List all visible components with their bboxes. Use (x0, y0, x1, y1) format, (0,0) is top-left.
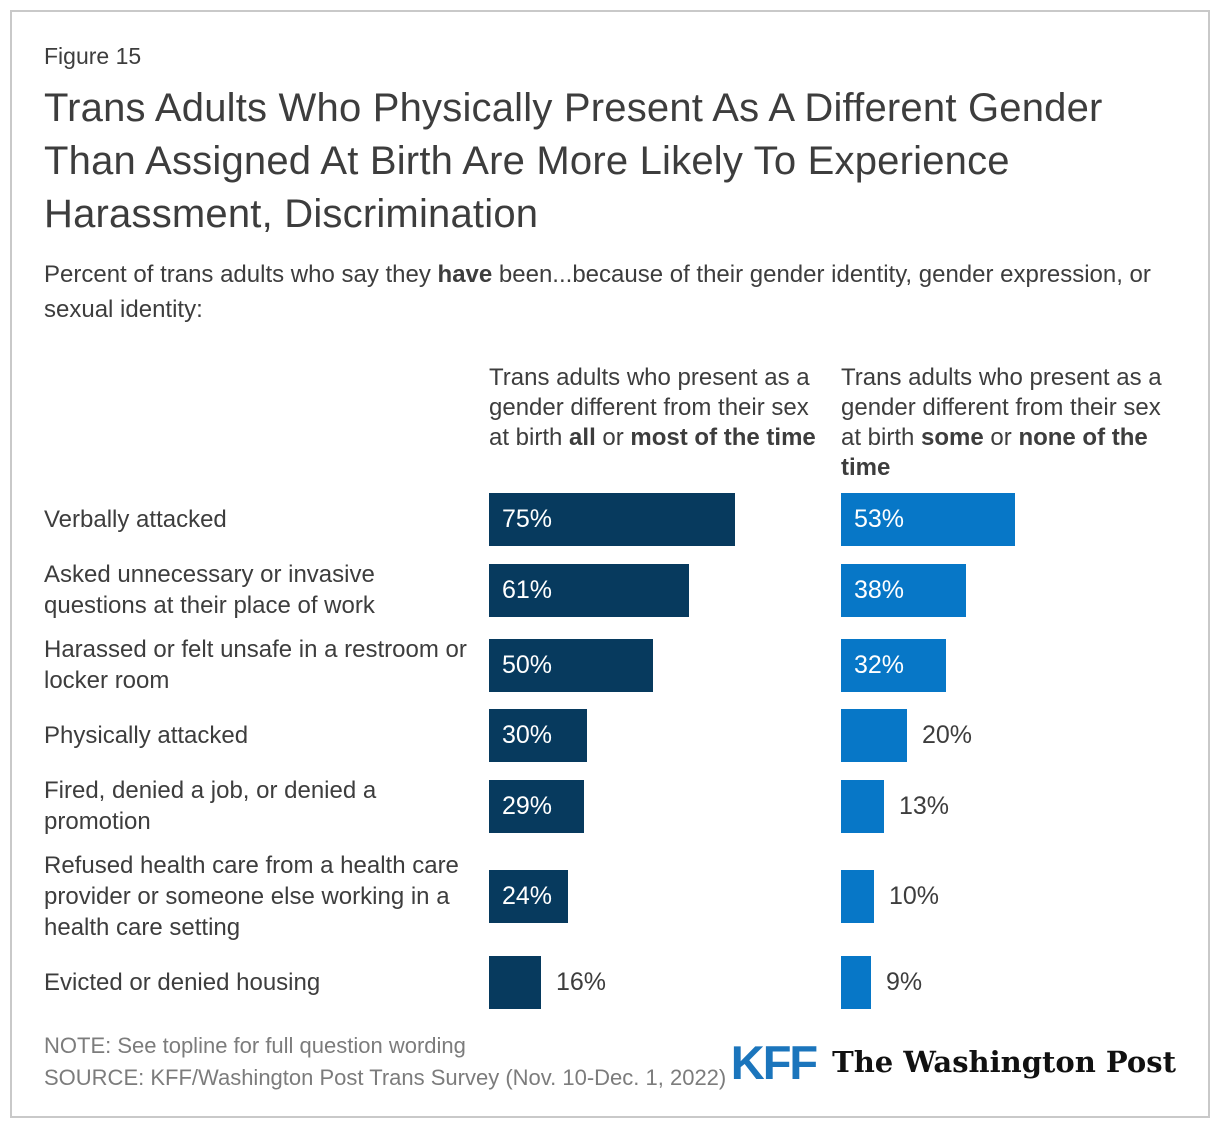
figure-number: Figure 15 (44, 43, 142, 69)
table-row: Evicted or denied housing 16% 9% (44, 956, 1176, 1009)
bar-series2: 53% (841, 493, 1015, 546)
table-row: Refused health care from a health care p… (44, 850, 1176, 943)
value-label: 53% (854, 505, 905, 533)
value-label: 32% (854, 650, 905, 679)
bar-cell-series2: 20% (841, 709, 1193, 762)
bar-cell-series1: 50% (489, 638, 841, 692)
value-label: 30% (502, 721, 553, 749)
value-label: 38% (854, 575, 905, 604)
value-label: 24% (502, 882, 553, 910)
value-label: 29% (502, 791, 553, 820)
table-row: Verbally attacked 75% 53% (44, 493, 1176, 546)
value-label: 16% (556, 968, 607, 996)
value-label: 10% (889, 882, 940, 910)
chart-subtitle: Percent of trans adults who say they hav… (44, 261, 1151, 323)
bar-cell-series1: 16% (489, 956, 841, 1009)
value-label: 13% (899, 791, 950, 820)
category-label: Evicted or denied housing (44, 969, 321, 996)
series2-header: Trans adults who present as a gender dif… (841, 364, 1162, 481)
category-label: Physically attacked (44, 722, 249, 749)
washington-post-logo: The Washington Post (832, 1045, 1176, 1079)
bar-series1: 29% (489, 779, 584, 833)
bar-cell-series2: 53% (841, 493, 1193, 546)
category-label: Refused health care from a health care p… (44, 852, 459, 941)
category-label: Asked unnecessary or invasive questions … (44, 561, 375, 619)
column-headers: Trans adults who present as a gender dif… (44, 363, 1176, 483)
kff-logo: KFF (730, 1035, 818, 1089)
table-row: Asked unnecessary or invasive questions … (44, 559, 1176, 621)
value-label: 75% (502, 505, 553, 533)
source-line: SOURCE: KFF/Washington Post Trans Survey… (44, 1065, 727, 1090)
bar-cell-series1: 29% (489, 779, 841, 833)
bar-series2 (841, 779, 884, 833)
bar-cell-series2: 9% (841, 956, 1193, 1009)
value-label: 61% (502, 575, 553, 604)
bar-series1 (489, 956, 541, 1009)
bar-series1: 30% (489, 709, 587, 762)
footer-logos: KFF The Washington Post (731, 1035, 1176, 1090)
bar-cell-series1: 75% (489, 493, 841, 546)
table-row: Fired, denied a job, or denied a promoti… (44, 775, 1176, 837)
bar-series1: 75% (489, 493, 735, 546)
figure-frame: Figure 15 Trans Adults Who Physically Pr… (10, 10, 1210, 1118)
bar-series2: 32% (841, 638, 946, 692)
series1-header: Trans adults who present as a gender dif… (489, 364, 816, 451)
header-spacer (44, 363, 489, 483)
bar-cell-series2: 13% (841, 779, 1193, 833)
category-label: Harassed or felt unsafe in a restroom or… (44, 636, 467, 694)
bar-chart: Trans adults who present as a gender dif… (44, 363, 1176, 1009)
bar-series2 (841, 956, 871, 1009)
value-label: 20% (922, 721, 973, 749)
footer-notes: NOTE: See topline for full question word… (44, 1030, 726, 1094)
table-row: Harassed or felt unsafe in a restroom or… (44, 634, 1176, 696)
bar-cell-series2: 32% (841, 638, 1193, 692)
value-label: 50% (502, 650, 553, 679)
chart-title: Trans Adults Who Physically Present As A… (44, 86, 1103, 236)
bar-series1: 24% (489, 870, 568, 923)
table-row: Physically attacked 30% 20% (44, 709, 1176, 762)
bar-cell-series1: 24% (489, 870, 841, 923)
bar-series2 (841, 870, 874, 923)
bar-cell-series2: 38% (841, 563, 1193, 617)
figure-footer: NOTE: See topline for full question word… (44, 1030, 1176, 1094)
bar-cell-series1: 30% (489, 709, 841, 762)
bar-cell-series2: 10% (841, 870, 1193, 923)
chart-rows: Verbally attacked 75% 53% Asked unnecessary… (44, 493, 1176, 1009)
value-label: 9% (886, 968, 923, 996)
bar-series1: 61% (489, 563, 689, 617)
category-label: Verbally attacked (44, 506, 227, 533)
note-line: NOTE: See topline for full question word… (44, 1033, 466, 1058)
bar-series2 (841, 709, 907, 762)
category-label: Fired, denied a job, or denied a promoti… (44, 777, 377, 835)
bar-cell-series1: 61% (489, 563, 841, 617)
bar-series1: 50% (489, 638, 653, 692)
bar-series2: 38% (841, 563, 966, 617)
